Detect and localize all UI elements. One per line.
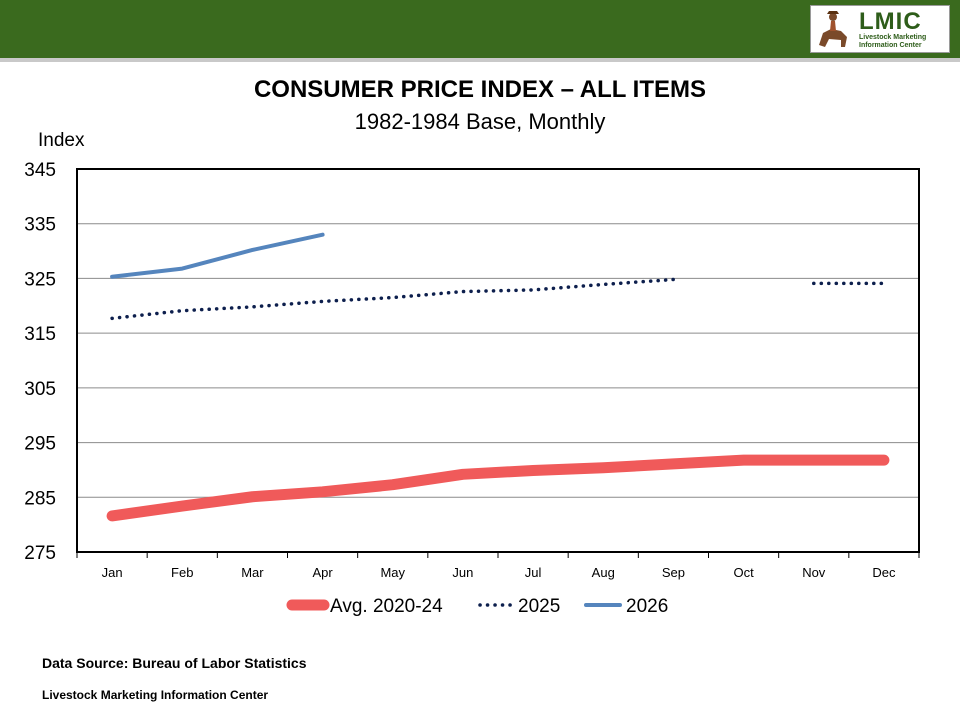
x-tick-label: Mar [241,565,264,580]
legend-label: 2026 [626,596,668,617]
y-axis-label: Index [38,130,85,151]
y-tick-label: 335 [24,215,56,236]
series-line-2026 [110,232,325,279]
x-tick-label: May [380,565,405,580]
x-tick-label: Feb [171,565,193,580]
y-tick-label: 295 [24,434,56,455]
lmic-logo: LMIC Livestock Marketing Information Cen… [810,5,950,53]
logo-title: LMIC [859,8,922,35]
logo-subtitle: Livestock Marketing Information Center [859,34,927,49]
data-source-note: Data Source: Bureau of Labor Statistics [42,655,307,671]
header-divider [0,58,960,62]
x-tick-label: Aug [592,565,615,580]
chart-title: CONSUMER PRICE INDEX – ALL ITEMS [253,76,707,103]
y-tick-label: 315 [24,324,56,345]
y-tick-label: 325 [24,269,56,290]
organization-note: Livestock Marketing Information Center [42,688,269,702]
legend-label: Avg. 2020-24 [330,596,443,617]
legend-label: 2025 [518,596,560,617]
series-line-2025 [110,277,676,321]
header-bar [0,0,960,58]
series-line-avg-2020-24 [106,454,890,522]
x-tick-label: Apr [312,565,333,580]
x-tick-label: Jun [452,565,473,580]
y-tick-label: 285 [24,488,56,509]
cpi-line-chart: 275 285 295 305 315 325 335 345 Jan Feb Mar Apr May J… [24,160,920,617]
x-tick-label: Jan [102,565,123,580]
y-tick-label: 275 [24,543,56,564]
x-tick-label: Dec [872,565,896,580]
x-tick-label: Nov [802,565,826,580]
x-tick-label: Jul [525,565,542,580]
y-tick-label: 305 [24,379,56,400]
x-tick-label: Sep [662,565,685,580]
x-tick-label: Oct [733,565,754,580]
chart-subtitle: 1982-1984 Base, Monthly [354,109,606,134]
y-tick-label: 345 [24,160,56,181]
plot-area-border [76,168,920,553]
cowboy-on-horse-icon [819,11,847,47]
